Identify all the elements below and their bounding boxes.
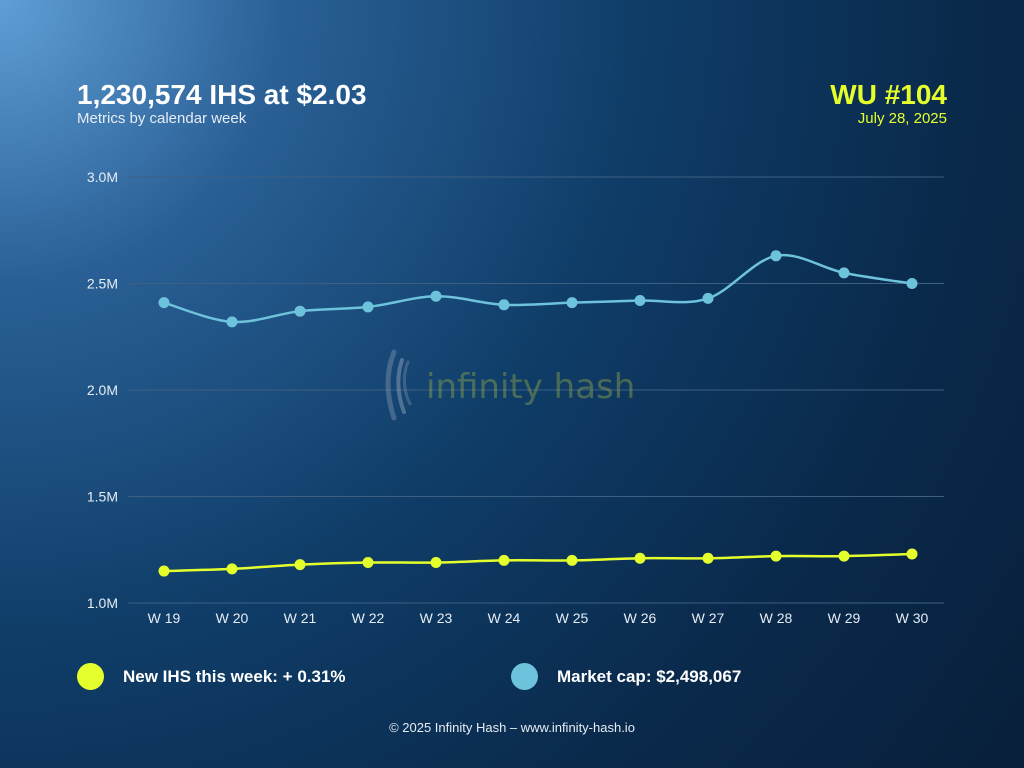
ihs-data-point (906, 548, 918, 560)
x-tick-label: W 29 (828, 610, 861, 626)
market_cap-data-point (430, 290, 442, 302)
page-title: 1,230,574 IHS at $2.03 (77, 79, 367, 110)
market_cap-series-line (163, 253, 913, 324)
ihs-data-point (362, 557, 374, 569)
infinity-hash-logo-icon (385, 349, 412, 421)
watermark: infinity hash (385, 349, 635, 421)
x-tick-label: W 24 (488, 610, 521, 626)
ihs-data-point (294, 559, 306, 571)
footer-copyright: © 2025 Infinity Hash – www.infinity-hash… (389, 720, 635, 735)
legend-ihs: New IHS this week: + 0.31% (77, 663, 346, 690)
market_cap-data-point (158, 297, 170, 309)
market_cap-data-point (498, 299, 510, 311)
x-tick-label: W 20 (216, 610, 249, 626)
chart-grid (128, 176, 944, 604)
ihs-data-point (430, 557, 442, 569)
page-subtitle: Metrics by calendar week (77, 110, 247, 127)
y-tick-label: 1.5M (87, 489, 118, 505)
x-tick-label: W 25 (556, 610, 589, 626)
x-tick-label: W 22 (352, 610, 385, 626)
ihs-data-point (498, 554, 510, 566)
legend-market-cap-swatch (511, 663, 538, 690)
y-tick-label: 3.0M (87, 169, 118, 185)
x-tick-label: W 19 (148, 610, 181, 626)
legend-ihs-swatch (77, 663, 104, 690)
y-tick-label: 1.0M (87, 595, 118, 611)
update-number: WU #104 (830, 79, 947, 110)
ihs-data-point (226, 563, 238, 575)
y-tick-label: 2.5M (87, 276, 118, 292)
legend-ihs-value: + 0.31% (282, 666, 346, 686)
watermark-text: infinity hash (426, 367, 635, 407)
legend-ihs-label: New IHS this week: (123, 666, 283, 686)
ihs-data-point (634, 552, 646, 564)
ihs-data-point (158, 565, 170, 577)
market_cap-data-point (362, 301, 374, 313)
legend-market-cap-label: Market cap: (557, 666, 657, 686)
legend-market-cap: Market cap: $2,498,067 (511, 663, 741, 690)
x-tick-label: W 21 (284, 610, 317, 626)
x-tick-label: W 26 (624, 610, 657, 626)
legend-market-cap-text: Market cap: $2,498,067 (557, 667, 741, 687)
chart-axis-labels: 3.0M 2.5M 2.0M 1.5M 1.0M W 19 W 20 W 21 W 22 W 23… (87, 169, 929, 626)
legend-market-cap-value: $2,498,067 (656, 666, 742, 686)
market_cap-data-point (906, 278, 918, 289)
y-tick-label: 2.0M (87, 382, 118, 398)
market_cap-data-point (634, 295, 646, 307)
header-left: 1,230,574 IHS at $2.03 Metrics by calend… (77, 80, 367, 128)
market_cap-data-point (566, 297, 578, 309)
ihs-data-point (566, 554, 578, 566)
update-date: July 28, 2025 (857, 110, 947, 127)
x-tick-label: W 23 (420, 610, 453, 626)
ihs-data-point (770, 550, 782, 562)
market_cap-data-point (770, 250, 782, 262)
ihs-series-line (163, 552, 913, 573)
legend-ihs-text: New IHS this week: + 0.31% (123, 667, 346, 687)
ihs-data-point (702, 552, 714, 564)
x-tick-label: W 30 (896, 610, 929, 626)
chart-series (158, 250, 918, 577)
market_cap-data-point (702, 292, 714, 304)
x-tick-label: W 28 (760, 610, 793, 626)
market_cap-data-point (226, 316, 238, 328)
ihs-data-point (838, 550, 850, 562)
x-tick-label: W 27 (692, 610, 725, 626)
market_cap-data-point (294, 305, 306, 317)
header-right: WU #104 July 28, 2025 (830, 80, 947, 128)
market_cap-data-point (838, 267, 850, 279)
